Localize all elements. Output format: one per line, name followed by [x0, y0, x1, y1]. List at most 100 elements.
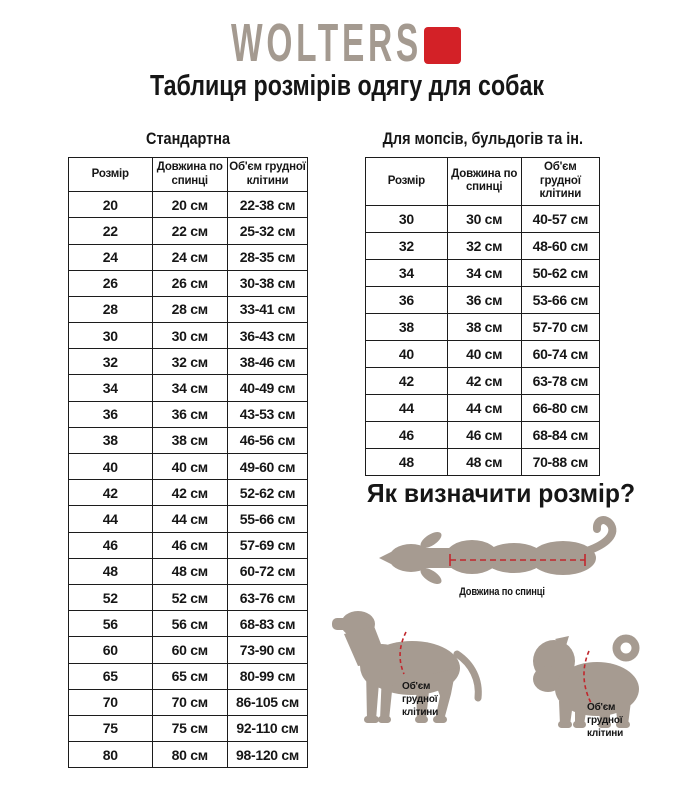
table-cell: 42 см [446, 366, 522, 395]
table-row: 48 48 см 60-72 см [68, 557, 309, 585]
table-cell: 42 см [151, 479, 228, 507]
table-cell: 24 см [151, 243, 228, 271]
table-row: 36 36 см 53-66 см [365, 285, 601, 314]
chest-girth-label-right: Об'єм грудної клітини [587, 702, 624, 739]
table-cell: 52 см [151, 583, 228, 612]
brand-logo-text: WOLTERS [231, 13, 422, 73]
table-cell: 40 см [446, 339, 522, 368]
table-cell: 48-60 см [520, 231, 601, 260]
header-row: Розмір Довжина по спинці Об'єм грудної клі… [68, 156, 309, 193]
table-cell: 65 [68, 662, 153, 690]
table-cell: 22 [68, 217, 153, 245]
table-cell: 46 [365, 420, 448, 449]
table-row: 70 70 см 86-105 см [68, 688, 309, 716]
table-cell: 48 [68, 557, 153, 585]
table-cell: 80-99 см [226, 662, 309, 690]
table-cell: 80 см [151, 741, 228, 769]
column-header: Об'єм грудної клітини [520, 157, 601, 206]
table-cell: 30 см [446, 204, 522, 233]
table-cell: 46 см [151, 531, 228, 559]
back-length-label: Довжина по спинці [459, 586, 545, 598]
table-cell: 66-80 см [520, 393, 601, 422]
table-cell: 40 см [151, 452, 228, 481]
table-cell: 53-66 см [520, 285, 601, 314]
table-cell: 32 см [151, 348, 228, 376]
table-row: 24 24 см 28-35 см [68, 243, 309, 271]
table-row: 56 56 см 68-83 см [68, 610, 309, 638]
dog-side-view-silhouette [332, 611, 460, 723]
table-cell: 43-53 см [226, 400, 309, 428]
table-cell: 26 см [151, 269, 228, 297]
table-row: 46 46 см 68-84 см [365, 420, 601, 449]
table-row: 75 75 см 92-110 см [68, 714, 309, 743]
table-cell: 86-105 см [226, 688, 309, 716]
table-cell: 34 см [446, 258, 522, 287]
dog-side-view-illustration [332, 611, 482, 723]
table-row: 48 48 см 70-88 см [365, 447, 601, 476]
table-cell: 34 [68, 374, 153, 402]
table-row: 36 36 см 43-53 см [68, 400, 309, 428]
table-cell: 52-62 см [226, 479, 309, 507]
table-cell: 92-110 см [226, 714, 309, 743]
table-cell: 22-38 см [226, 191, 309, 219]
table-row: 46 46 см 57-69 см [68, 531, 309, 559]
brand-logo-red-square-icon [424, 27, 461, 64]
table-cell: 24 [68, 243, 153, 271]
table-cell: 36-43 см [226, 322, 309, 350]
table-cell: 44 [365, 393, 448, 422]
table-row: 80 80 см 98-120 см [68, 741, 309, 769]
table-cell: 32 [68, 348, 153, 376]
table-row: 40 40 см 60-74 см [365, 339, 601, 368]
table-row: 42 42 см 52-62 см [68, 479, 309, 507]
table-cell: 34 [365, 258, 448, 287]
table-cell: 40 [365, 339, 448, 368]
table-cell: 30 [365, 204, 448, 233]
table-row: 32 32 см 38-46 см [68, 348, 309, 376]
table-cell: 28 [68, 295, 153, 324]
table-cell: 65 см [151, 662, 228, 690]
table-cell: 52 [68, 583, 153, 612]
table-cell: 56 см [151, 610, 228, 638]
table-cell: 49-60 см [226, 452, 309, 481]
column-header: Розмір [365, 157, 448, 206]
table-row: 22 22 см 25-32 см [68, 217, 309, 245]
table-cell: 63-78 см [520, 366, 601, 395]
table-cell: 20 см [151, 191, 228, 219]
table-row: 60 60 см 73-90 см [68, 636, 309, 664]
table-cell: 44 см [151, 505, 228, 533]
page-title: Таблиця розмірів одягу для собак [150, 70, 544, 102]
table-cell: 38 [365, 312, 448, 341]
dog-tail [453, 650, 482, 702]
table-cell: 56 [68, 610, 153, 638]
table-row: 44 44 см 66-80 см [365, 393, 601, 422]
table-row: 52 52 см 63-76 см [68, 583, 309, 612]
table-cell: 44 [68, 505, 153, 533]
how-to-measure-title: Як визначити розмір? [366, 478, 636, 508]
bulldog-side-view-illustration [533, 634, 640, 728]
table-cell: 55-66 см [226, 505, 309, 533]
table-cell: 38-46 см [226, 348, 309, 376]
table-cell: 68-83 см [226, 610, 309, 638]
table-cell: 20 [68, 191, 153, 219]
table-cell: 40-49 см [226, 374, 309, 402]
column-header: Розмір [68, 156, 153, 193]
table-cell: 60 см [151, 636, 228, 664]
table-cell: 70 [68, 688, 153, 716]
chest-measure-line [399, 631, 407, 675]
table-cell: 48 см [151, 557, 228, 585]
table-row: 65 65 см 80-99 см [68, 662, 309, 690]
table-cell: 40-57 см [520, 204, 601, 233]
table-cell: 57-70 см [520, 312, 601, 341]
table-cell: 70-88 см [520, 447, 601, 476]
table-cell: 42 [68, 479, 153, 507]
pugs-bulldogs-size-table: Розмір Довжина по спинці Об'єм грудної клі… [365, 157, 601, 476]
table-row: 42 42 см 63-78 см [365, 366, 601, 395]
bulldog-silhouette [533, 636, 639, 728]
table-cell: 42 [365, 366, 448, 395]
table-cell: 36 см [151, 400, 228, 428]
bulldog-curled-tail [612, 634, 640, 662]
header-row: Розмір Довжина по спинці Об'єм грудної клі… [365, 157, 601, 206]
table-cell: 60-74 см [520, 339, 601, 368]
table-cell: 60-72 см [226, 557, 309, 585]
